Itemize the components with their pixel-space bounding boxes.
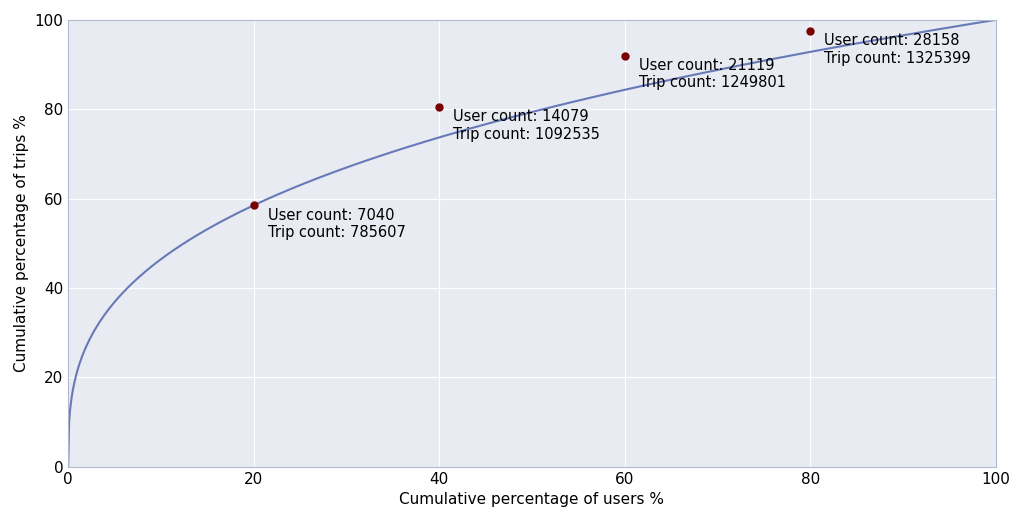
X-axis label: Cumulative percentage of users %: Cumulative percentage of users %	[399, 492, 665, 507]
Text: User count: 21119
Trip count: 1249801: User count: 21119 Trip count: 1249801	[639, 58, 785, 90]
Text: User count: 28158
Trip count: 1325399: User count: 28158 Trip count: 1325399	[824, 33, 971, 66]
Text: User count: 7040
Trip count: 785607: User count: 7040 Trip count: 785607	[267, 207, 406, 240]
Y-axis label: Cumulative percentage of trips %: Cumulative percentage of trips %	[14, 114, 29, 372]
Text: User count: 14079
Trip count: 1092535: User count: 14079 Trip count: 1092535	[453, 109, 600, 142]
